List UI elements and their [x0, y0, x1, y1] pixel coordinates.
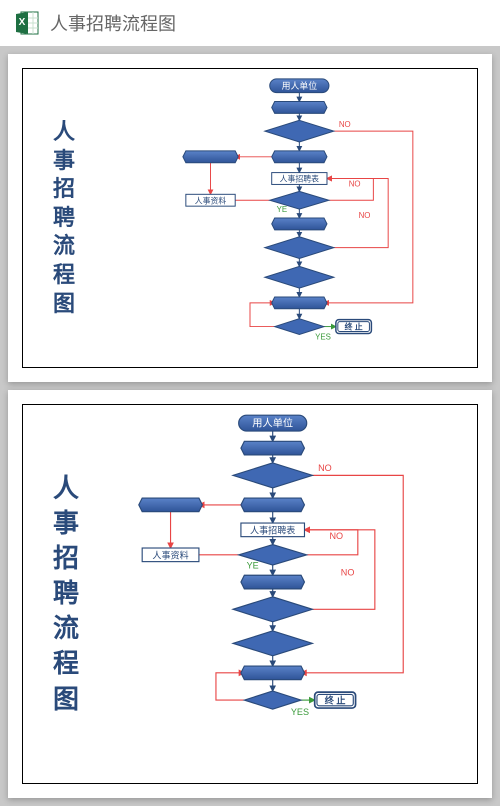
svg-text:YES: YES [315, 332, 331, 341]
svg-text:用人单位: 用人单位 [252, 417, 293, 430]
svg-text:人事招聘表: 人事招聘表 [250, 524, 295, 535]
svg-text:NO: NO [318, 463, 332, 473]
header-title: 人事招聘流程图 [50, 10, 176, 36]
svg-text:NO: NO [349, 179, 361, 188]
flowchart-svg: NO NO NO YES YE 用人单位 人事招聘表 [23, 69, 477, 367]
svg-text:NO: NO [359, 211, 371, 220]
svg-text:NO: NO [339, 120, 351, 129]
svg-text:终 止: 终 止 [344, 322, 363, 332]
flowchart-svg-2: NO NO NO YES YE 用人单位 人事招聘表 人事资料 [23, 405, 477, 783]
excel-icon: X [14, 10, 40, 36]
svg-text:用人单位: 用人单位 [282, 80, 318, 91]
page-1: 人事招聘流程图 NO [8, 54, 492, 382]
svg-text:人事招聘表: 人事招聘表 [280, 174, 319, 184]
svg-text:人事资料: 人事资料 [152, 549, 188, 560]
svg-text:YES: YES [291, 707, 309, 717]
svg-text:YE: YE [277, 205, 288, 214]
svg-text:NO: NO [329, 531, 343, 541]
flowchart-frame-2: 人事招聘流程图 NO NO NO YES YE [22, 404, 478, 784]
svg-text:终 止: 终 止 [325, 695, 346, 706]
flowchart-frame-1: 人事招聘流程图 NO [22, 68, 478, 368]
svg-text:YE: YE [247, 560, 259, 570]
header: X 人事招聘流程图 [0, 0, 500, 46]
page-2: 人事招聘流程图 NO NO NO YES YE [8, 390, 492, 798]
svg-text:X: X [19, 17, 26, 28]
svg-text:NO: NO [341, 567, 355, 577]
svg-text:人事资料: 人事资料 [195, 195, 227, 205]
